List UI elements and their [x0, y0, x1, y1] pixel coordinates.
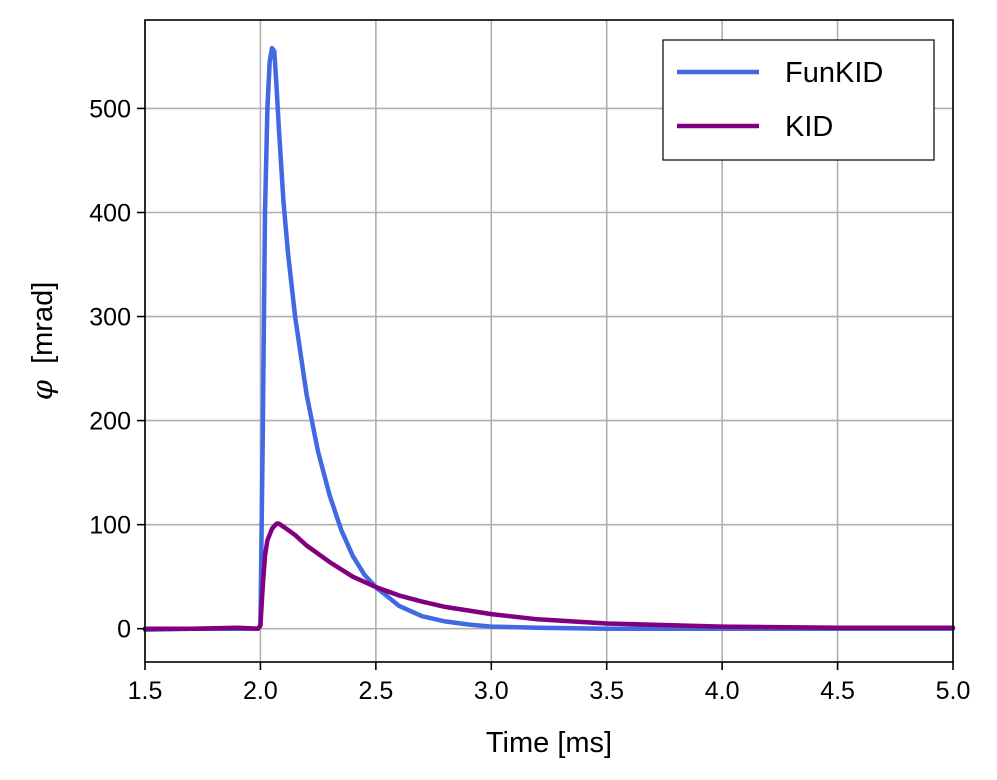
legend-box: [662, 39, 935, 161]
legend-label-funkid: FunKID: [785, 57, 883, 89]
x-tick-label: 1.5: [128, 677, 163, 705]
y-tick-label: 400: [89, 199, 131, 227]
y-tick-label: 100: [89, 512, 131, 540]
series-line-kid: [142, 521, 956, 631]
x-tick-label: 2.5: [358, 677, 393, 705]
x-tick-label: 4.0: [705, 677, 740, 705]
y-axis-label: φ [mrad]: [25, 282, 59, 401]
y-tick-label: 200: [89, 408, 131, 436]
x-tick-label: 4.5: [820, 677, 855, 705]
axis-ticks: 1.5 2.0 2.5 3.0 3.5 4.0 4.5 5.0 0 100 200 300 400 500: [89, 95, 970, 705]
plot-frame: [144, 19, 954, 663]
y-axis-symbol: φ: [25, 379, 59, 400]
x-tick-label: 3.5: [589, 677, 624, 705]
legend-label-kid: KID: [785, 111, 833, 143]
y-tick-label: 300: [89, 304, 131, 332]
y-tick-label: 500: [89, 95, 131, 123]
series-line-funkid: [142, 45, 956, 632]
x-tick-label: 3.0: [474, 677, 509, 705]
y-axis-unit: [mrad]: [27, 282, 59, 364]
x-tick-label: 2.0: [243, 677, 278, 705]
x-tick-label: 5.0: [936, 677, 971, 705]
y-tick-label: 0: [117, 616, 131, 644]
x-axis-label: Time [ms]: [486, 727, 612, 759]
legend: FunKID KID: [662, 39, 935, 161]
series-lines: [142, 45, 956, 632]
